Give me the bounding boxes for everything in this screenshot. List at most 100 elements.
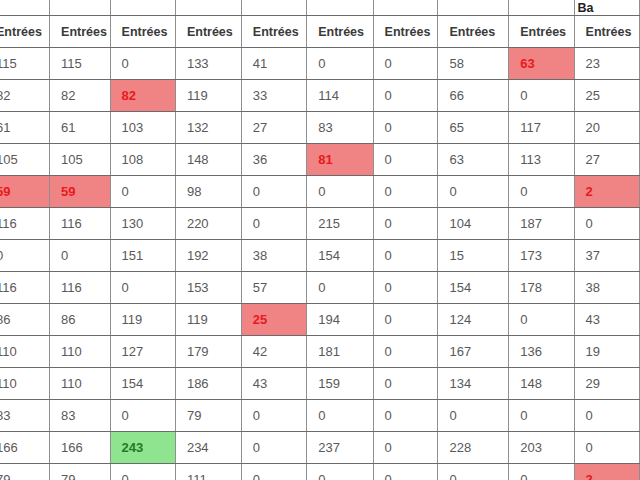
cell-value: 0 — [385, 152, 392, 167]
group-header-cell — [175, 0, 241, 16]
cell-value: 0 — [253, 184, 260, 199]
table-cell: 82 — [0, 80, 50, 112]
cell-value: 0 — [385, 440, 392, 455]
cell-value: 148 — [187, 152, 209, 167]
table-cell: 116 — [0, 272, 50, 304]
cell-value: 110 — [61, 376, 82, 391]
column-header: Entrées — [0, 16, 50, 48]
highlighted-cell-green: 243 — [110, 432, 175, 464]
cell-value: 119 — [122, 312, 143, 327]
cell-value: 0 — [253, 440, 260, 455]
table-cell: 130 — [110, 208, 175, 240]
cell-value: 0 — [122, 280, 129, 295]
table-cell: 20 — [574, 112, 639, 144]
table-cell: 0 — [373, 240, 438, 272]
cell-value: 82 — [0, 88, 10, 103]
table-cell: 192 — [175, 240, 241, 272]
group-header-cell — [307, 0, 373, 16]
column-header: Entrées — [241, 16, 306, 48]
table-cell: 166 — [50, 432, 110, 464]
group-header-row: Ba — [0, 0, 640, 16]
group-header-cell — [438, 0, 509, 16]
table-cell: 0 — [574, 208, 639, 240]
cell-value: 0 — [0, 248, 3, 263]
cell-value: 114 — [318, 88, 339, 103]
cell-value: 124 — [449, 312, 471, 327]
table-cell: 83 — [50, 400, 110, 432]
cell-value: 228 — [449, 440, 471, 455]
table-cell: 119 — [175, 304, 241, 336]
table-cell: 79 — [0, 464, 50, 480]
entries-table: Ba EntréesEntréesEntréesEntréesEntréesEn… — [0, 0, 640, 480]
table-cell: 0 — [307, 176, 373, 208]
table-cell: 42 — [241, 336, 306, 368]
table-cell: 0 — [373, 48, 438, 80]
cell-value: 58 — [449, 56, 463, 71]
column-header: Entrées — [50, 16, 110, 48]
cell-value: 0 — [122, 184, 129, 199]
cell-value: 119 — [187, 312, 208, 327]
cell-value: 0 — [253, 408, 260, 423]
cell-value: 151 — [122, 248, 144, 263]
table-cell: 103 — [110, 112, 175, 144]
highlighted-cell-red: 81 — [307, 144, 373, 176]
table-cell: 159 — [307, 368, 373, 400]
cell-value: 0 — [385, 184, 392, 199]
table-cell: 0 — [509, 80, 574, 112]
table-cell: 0 — [509, 464, 574, 480]
cell-value: 154 — [449, 280, 471, 295]
table-cell: 117 — [509, 112, 574, 144]
table-cell: 186 — [175, 368, 241, 400]
table-cell: 151 — [110, 240, 175, 272]
column-header: Entrées — [373, 16, 438, 48]
cell-value: 42 — [253, 344, 267, 359]
cell-value: 81 — [318, 152, 332, 167]
cell-value: 108 — [122, 152, 144, 167]
cell-value: 15 — [449, 248, 463, 263]
table-cell: 0 — [110, 272, 175, 304]
table-cell: 0 — [373, 208, 438, 240]
cell-value: 2 — [586, 472, 593, 480]
table-cell: 25 — [574, 80, 639, 112]
cell-value: 82 — [61, 88, 75, 103]
column-header: Entrées — [509, 16, 574, 48]
highlighted-cell-red: 2 — [574, 464, 639, 480]
table-cell: 61 — [50, 112, 110, 144]
table-cell: 234 — [175, 432, 241, 464]
table-cell: 104 — [438, 208, 509, 240]
table-cell: 83 — [0, 400, 50, 432]
column-header-label: Entrées — [586, 25, 632, 39]
cell-value: 117 — [520, 120, 541, 135]
table-cell: 153 — [175, 272, 241, 304]
cell-value: 186 — [187, 376, 209, 391]
group-header-text: Ba — [578, 1, 594, 15]
table-cell: 0 — [307, 48, 373, 80]
table-row: 11011012717942181016713619 — [0, 336, 640, 368]
cell-value: 63 — [449, 152, 463, 167]
cell-value: 0 — [318, 56, 325, 71]
table-cell: 23 — [574, 48, 639, 80]
table-cell: 215 — [307, 208, 373, 240]
column-header-label: Entrées — [449, 25, 495, 39]
column-header-label: Entrées — [187, 25, 233, 39]
table-cell: 41 — [241, 48, 306, 80]
table-cell: 119 — [175, 80, 241, 112]
cell-value: 86 — [0, 312, 10, 327]
cell-value: 115 — [0, 56, 17, 71]
cell-value: 134 — [449, 376, 471, 391]
cell-value: 0 — [449, 472, 456, 480]
table-cell: 0 — [373, 272, 438, 304]
cell-value: 0 — [385, 408, 392, 423]
table-cell: 127 — [110, 336, 175, 368]
table-cell: 133 — [175, 48, 241, 80]
cell-value: 23 — [586, 56, 600, 71]
table-cell: 86 — [0, 304, 50, 336]
table-cell: 113 — [509, 144, 574, 176]
table-cell: 0 — [509, 176, 574, 208]
table-cell: 0 — [509, 400, 574, 432]
cell-value: 38 — [253, 248, 267, 263]
cell-value: 105 — [61, 152, 83, 167]
highlighted-cell-red: 59 — [0, 176, 50, 208]
table-cell: 116 — [0, 208, 50, 240]
cell-value: 0 — [520, 312, 527, 327]
